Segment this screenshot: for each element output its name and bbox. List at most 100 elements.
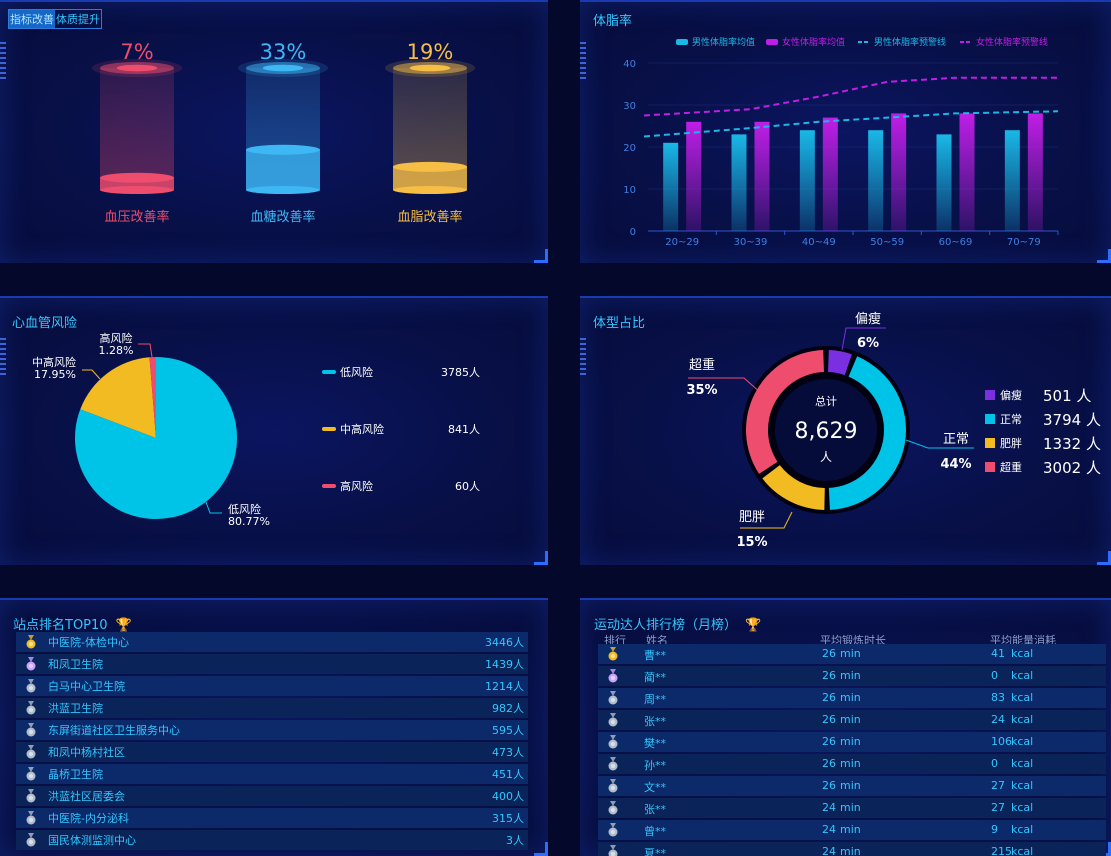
medal-icon <box>24 679 38 693</box>
kcal-unit: kcal <box>1011 713 1034 726</box>
x-tick-label: 30~39 <box>734 237 768 248</box>
callout-name: 正常 <box>943 432 969 447</box>
legend-swatch <box>985 414 995 424</box>
improve-label: 血压改善率 <box>104 209 169 225</box>
legend-swatch <box>985 438 995 448</box>
table-row[interactable]: 和凤中杨村社区 473人 <box>16 742 528 762</box>
donut-center-label: 总计 <box>815 394 837 408</box>
site-count: 451人 <box>492 768 524 781</box>
callout-line <box>82 369 101 380</box>
duration-value: 26 <box>822 713 836 726</box>
bar <box>686 121 702 231</box>
medal-icon <box>24 745 38 759</box>
table-row[interactable]: 白马中心卫生院 1214人 <box>16 676 528 696</box>
duration-value: 26 <box>822 647 836 660</box>
x-tick-label: 70~79 <box>1007 237 1041 248</box>
duration-unit: min <box>840 691 861 704</box>
legend-label: 男性体脂率均值 <box>692 36 755 48</box>
sports-title: 运动达人排行榜（月榜） 🏆 <box>594 614 761 633</box>
cylinder-body <box>100 68 174 190</box>
site-name: 洪蓝卫生院 <box>48 702 103 715</box>
medal-icon <box>24 701 38 715</box>
table-row[interactable]: 周** 26 min 83 kcal <box>598 688 1106 708</box>
bar <box>799 130 815 231</box>
callout-name: 低风险 <box>228 502 261 516</box>
medal-icon <box>24 767 38 781</box>
improve-percent: 19% <box>407 40 454 64</box>
table-row[interactable]: 樊** 26 min 106 kcal <box>598 732 1106 752</box>
donut-segment <box>828 356 906 510</box>
donut-segment <box>746 350 824 474</box>
legend-count: 3785人 <box>441 366 480 379</box>
legend-name: 肥胖 <box>1000 437 1022 450</box>
athlete-name: 周** <box>644 693 666 706</box>
duration-unit: min <box>840 647 861 660</box>
callout-name: 偏瘦 <box>855 311 881 327</box>
site-name: 国民体测监测中心 <box>48 834 136 847</box>
tab-physique-improve[interactable]: 体质提升 <box>56 13 100 26</box>
tab-indicator-improve[interactable]: 指标改善 <box>9 10 55 28</box>
table-row[interactable]: 文** 26 min 27 kcal <box>598 776 1106 796</box>
legend-swatch <box>322 427 336 431</box>
table-row[interactable]: 孙** 26 min 0 kcal <box>598 754 1106 774</box>
medal-icon <box>606 647 620 664</box>
callout-line <box>205 501 222 514</box>
table-row[interactable]: 洪蓝社区居委会 400人 <box>16 786 528 806</box>
duration-unit: min <box>840 823 861 836</box>
kcal-unit: kcal <box>1011 757 1034 770</box>
y-tick-label: 0 <box>630 227 636 238</box>
legend-count: 501 人 <box>1043 387 1091 405</box>
athlete-name: 张** <box>644 803 666 816</box>
kcal-value: 9 <box>991 823 998 836</box>
legend-label: 女性体脂率均值 <box>782 36 845 48</box>
table-row[interactable]: 张** 24 min 27 kcal <box>598 798 1106 818</box>
cylinder-level <box>100 172 174 183</box>
callout-pct: 1.28% <box>99 344 134 357</box>
table-row[interactable]: 中医院-体检中心 3446人 <box>16 632 528 652</box>
table-row[interactable]: 东屏街道社区卫生服务中心 595人 <box>16 720 528 740</box>
cylinder-fill <box>246 149 320 190</box>
table-row[interactable]: 洪蓝卫生院 982人 <box>16 698 528 718</box>
legend-name: 中高风险 <box>340 422 384 436</box>
kcal-value: 215 <box>991 845 1012 856</box>
panel-corner <box>534 842 548 856</box>
panel-corner <box>1097 551 1111 565</box>
cylinder-level <box>393 161 467 172</box>
panel-ticks <box>0 338 6 378</box>
table-row[interactable]: 和凤卫生院 1439人 <box>16 654 528 674</box>
callout-pct: 17.95% <box>34 368 76 381</box>
sites-panel: 站点排名TOP10 🏆 中医院-体检中心 3446人 和凤卫生院 1439人 白马中心卫… <box>0 598 548 856</box>
duration-value: 26 <box>822 691 836 704</box>
column-header: 平均锻炼时长 <box>820 634 886 647</box>
medal-icon <box>606 691 620 708</box>
site-name: 东屏街道社区卫生服务中心 <box>48 724 180 737</box>
y-tick-label: 20 <box>623 143 636 154</box>
kcal-unit: kcal <box>1011 801 1034 814</box>
bodytype-donut-chart: 总计 8,629 人 偏瘦 6% 正常 44% 肥胖 15% 超重 35% 偏瘦 501 人正常 3794… <box>686 311 1101 550</box>
table-row[interactable]: 曾** 24 min 9 kcal <box>598 820 1106 840</box>
duration-value: 24 <box>822 801 836 814</box>
table-row[interactable]: 夏** 24 min 215 kcal <box>598 842 1106 856</box>
y-tick-label: 10 <box>623 185 636 196</box>
x-tick-label: 20~29 <box>665 237 699 248</box>
table-row[interactable]: 曹** 26 min 41 kcal <box>598 644 1106 664</box>
medal-icon <box>24 789 38 803</box>
medal-icon <box>606 845 620 856</box>
legend-name: 高风险 <box>340 479 373 493</box>
table-row[interactable]: 国民体测监测中心 3人 <box>16 830 528 850</box>
bar <box>891 113 907 231</box>
cardio-title: 心血管风险 <box>12 316 78 331</box>
kcal-unit: kcal <box>1011 691 1034 704</box>
panel-ticks <box>580 338 586 378</box>
table-row[interactable]: 中医院-内分泌科 315人 <box>16 808 528 828</box>
cylinder-top-core <box>262 64 304 72</box>
table-row[interactable]: 晶桥卫生院 451人 <box>16 764 528 784</box>
medal-icon <box>24 811 38 825</box>
table-row[interactable]: 蔺** 26 min 0 kcal <box>598 666 1106 686</box>
legend-name: 偏瘦 <box>1000 388 1022 402</box>
callout-line <box>138 343 153 358</box>
medal-icon <box>606 823 620 840</box>
table-row[interactable]: 张** 26 min 24 kcal <box>598 710 1106 730</box>
site-count: 595人 <box>492 724 524 737</box>
legend-name: 正常 <box>1000 413 1022 426</box>
